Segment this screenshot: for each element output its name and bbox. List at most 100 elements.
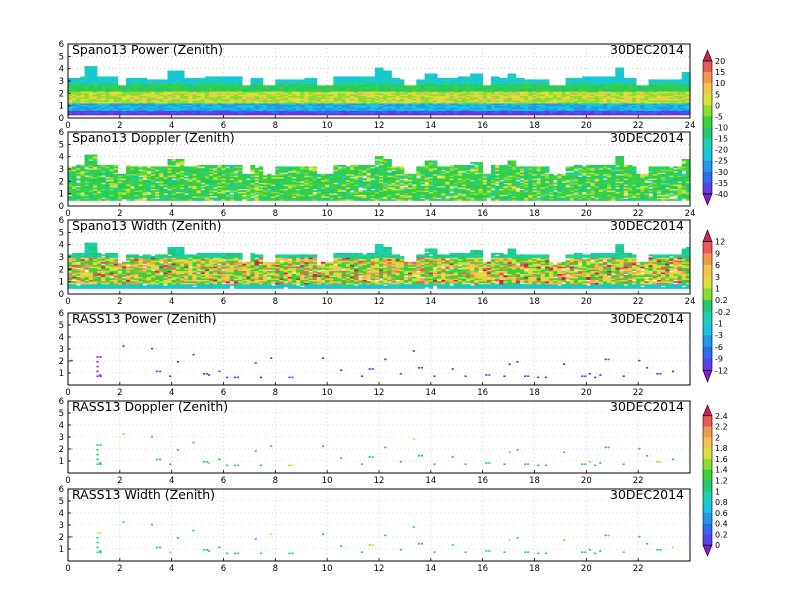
- heatmap-cell: [271, 94, 276, 97]
- heatmap-cell: [565, 95, 571, 98]
- heatmap-cell: [159, 103, 164, 105]
- heatmap-cell: [308, 113, 314, 116]
- heatmap-cell: [391, 79, 396, 82]
- heatmap-cell: [586, 94, 591, 97]
- heatmap-cell: [561, 88, 566, 91]
- heatmap-cell: [192, 101, 197, 104]
- heatmap-cell: [590, 95, 596, 98]
- heatmap-cell: [113, 83, 119, 86]
- heatmap-cell: [221, 85, 226, 88]
- heatmap-cell: [80, 91, 85, 94]
- heatmap-cell: [677, 100, 683, 102]
- heatmap-cell: [320, 103, 326, 105]
- heatmap-cell: [196, 80, 202, 83]
- heatmap-cell: [76, 92, 81, 95]
- heatmap-cell: [72, 95, 77, 98]
- heatmap-cell: [408, 97, 413, 100]
- heatmap-cell: [607, 111, 612, 114]
- heatmap-cell: [171, 104, 177, 107]
- heatmap-cell: [221, 92, 226, 95]
- heatmap-cell: [179, 111, 185, 114]
- heatmap-cell: [167, 98, 173, 101]
- heatmap-cell: [349, 98, 355, 101]
- heatmap-cell: [150, 85, 156, 88]
- heatmap-cell: [258, 88, 264, 91]
- heatmap-cell: [420, 85, 426, 88]
- heatmap-cell: [175, 113, 181, 116]
- heatmap-cell: [345, 101, 351, 104]
- heatmap-cell: [105, 101, 110, 104]
- heatmap-cell: [146, 172, 152, 175]
- heatmap-cell: [590, 82, 596, 85]
- heatmap-cell: [565, 92, 571, 95]
- heatmap-cell: [627, 80, 633, 83]
- heatmap-cell: [420, 110, 426, 113]
- heatmap-cell: [300, 110, 305, 113]
- heatmap-cell: [225, 80, 231, 83]
- heatmap-cell: [602, 80, 608, 83]
- heatmap-cell: [76, 97, 81, 100]
- heatmap-cell: [242, 104, 247, 107]
- heatmap-cell: [163, 80, 168, 83]
- heatmap-cell: [333, 101, 338, 104]
- heatmap-cell: [192, 100, 197, 102]
- heatmap-cell: [296, 110, 301, 113]
- heatmap-cell: [453, 86, 459, 89]
- heatmap-cell: [192, 113, 197, 116]
- heatmap-cell: [238, 110, 243, 113]
- heatmap-cell: [636, 95, 641, 98]
- heatmap-cell: [557, 111, 562, 114]
- heatmap-cell: [362, 92, 367, 95]
- heatmap-cell: [379, 70, 384, 73]
- panel-3-title: Spano13 Width (Zenith): [72, 218, 222, 233]
- heatmap-cell: [631, 82, 637, 85]
- heatmap-cell: [437, 107, 442, 110]
- heatmap-cell: [163, 91, 168, 94]
- heatmap-cell: [113, 94, 119, 97]
- heatmap-cell: [233, 97, 239, 100]
- heatmap-cell: [395, 80, 401, 83]
- heatmap-cell: [179, 104, 185, 107]
- heatmap-cell: [113, 85, 119, 88]
- heatmap-cell: [229, 103, 235, 105]
- heatmap-cell: [130, 79, 135, 82]
- heatmap-cell: [528, 110, 533, 113]
- heatmap-cell: [296, 88, 301, 91]
- heatmap-cell: [532, 97, 537, 100]
- heatmap-cell: [652, 79, 658, 82]
- heatmap-cell: [449, 89, 455, 92]
- heatmap-cell: [370, 86, 376, 89]
- heatmap-cell: [660, 98, 666, 101]
- panel-2-title: Spano13 Doppler (Zenith): [72, 130, 235, 145]
- heatmap-cell: [113, 104, 119, 107]
- heatmap-cell: [669, 104, 674, 107]
- heatmap-cell: [453, 113, 459, 116]
- heatmap-cell: [275, 80, 280, 83]
- heatmap-cell: [80, 79, 85, 82]
- heatmap-cell: [175, 74, 181, 77]
- heatmap-cell: [594, 79, 600, 82]
- heatmap-cell: [333, 83, 338, 86]
- heatmap-cell: [449, 91, 455, 94]
- heatmap-cell: [130, 97, 135, 100]
- heatmap-cell: [449, 94, 455, 97]
- heatmap-cell: [179, 106, 185, 108]
- heatmap-cell: [171, 76, 177, 79]
- heatmap-cell: [470, 80, 475, 83]
- heatmap-cell: [532, 103, 537, 105]
- heatmap-cell: [486, 88, 492, 91]
- heatmap-cell: [88, 109, 94, 111]
- heatmap-cell: [677, 86, 683, 89]
- heatmap-cell: [578, 82, 583, 85]
- heatmap-cell: [602, 111, 608, 114]
- heatmap-cell: [627, 98, 633, 101]
- heatmap-cell: [101, 101, 106, 104]
- heatmap-cell: [470, 97, 475, 100]
- heatmap-cell: [325, 110, 330, 113]
- heatmap-cell: [84, 86, 90, 89]
- heatmap-cell: [221, 109, 226, 111]
- heatmap-cell: [233, 110, 239, 113]
- heatmap-cell: [250, 104, 255, 107]
- heatmap-cell: [490, 97, 496, 100]
- heatmap-cell: [553, 85, 558, 88]
